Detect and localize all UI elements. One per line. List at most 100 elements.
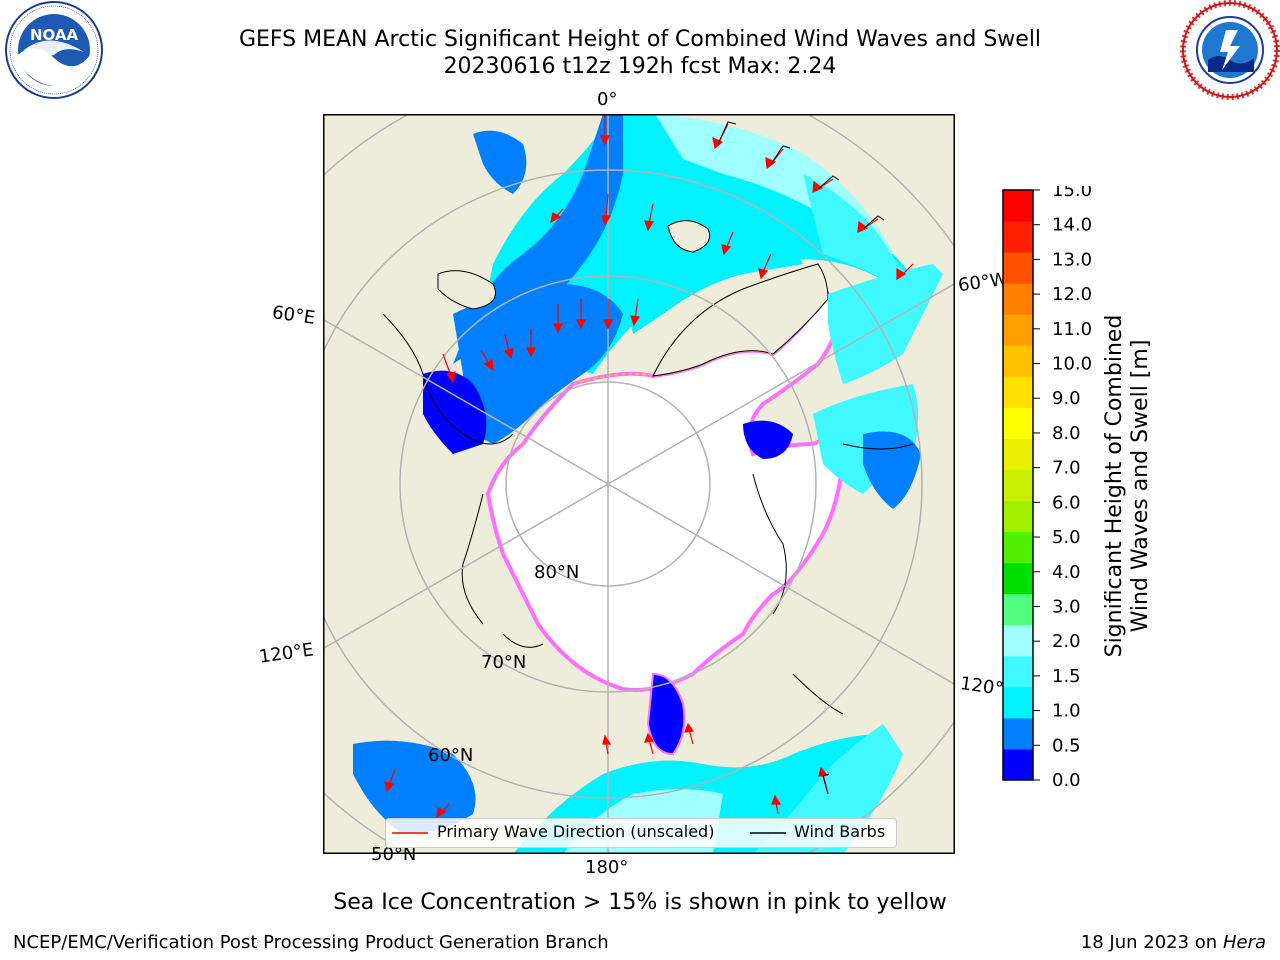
colorbar-block — [1003, 624, 1033, 657]
label-lon-180: 180° — [585, 857, 629, 878]
wave-arrow-head — [812, 180, 824, 193]
wave-arrow-head — [765, 157, 777, 170]
colorbar-block — [1003, 562, 1033, 595]
colorbar-block — [1003, 345, 1033, 377]
colorbar-tick-label: 11.0 — [1052, 319, 1092, 340]
colorbar-block — [1003, 314, 1033, 346]
colorbar-tick-label: 12.0 — [1052, 284, 1092, 305]
legend-wave-direction-label: Primary Wave Direction (unscaled) — [437, 822, 715, 841]
legend-wind-barbs-label: Wind Barbs — [794, 822, 886, 841]
wave-arrow-head — [603, 319, 613, 330]
colorbar-block — [1003, 717, 1033, 750]
wind-barb — [862, 215, 885, 230]
greenland-sea — [623, 174, 803, 334]
footer-credit: NCEP/EMC/Verification Post Processing Pr… — [13, 932, 609, 953]
label-lat-60n: 60°N — [428, 745, 474, 766]
wind-barbs-legend-line — [750, 832, 786, 834]
label-lon-120e: 120°E — [257, 639, 315, 668]
wave-arrow-head — [644, 220, 655, 232]
wave-arrow-head — [684, 722, 695, 733]
meridian-120e-60w — [323, 282, 955, 650]
wind-barb — [822, 773, 830, 795]
colorbar-block — [1003, 531, 1033, 564]
wave-arrow-head — [758, 268, 769, 280]
wave-arrow-head — [601, 215, 612, 226]
colorbar-tick-label: 1.5 — [1052, 666, 1081, 687]
colorbar-tick-label: 6.0 — [1052, 492, 1081, 513]
wave-direction-arrows — [384, 114, 914, 819]
wave-arrow-head — [550, 212, 562, 224]
baffin-bay-blue — [743, 420, 793, 459]
wave-arrow-head — [503, 348, 514, 360]
colorbar-block — [1003, 655, 1033, 688]
svalbard-land — [667, 220, 711, 253]
wave-arrow — [762, 253, 772, 273]
colorbar-tick-label: 10.0 — [1052, 354, 1092, 375]
colorbar-block — [1003, 686, 1033, 719]
coastline-eurasia — [382, 313, 544, 648]
wave-arrow-head — [576, 319, 586, 330]
wave-arrow-head — [896, 267, 907, 281]
label-lat-50n: 50°N — [371, 844, 417, 865]
wave-arrow-head — [857, 220, 869, 233]
wave-arrow — [605, 193, 609, 220]
colorbar-tick-label: 8.0 — [1052, 423, 1081, 444]
map-legend: Primary Wave Direction (unscaled) Wind B… — [385, 818, 897, 848]
wave-arrow — [648, 203, 654, 225]
wave-arrow-head — [445, 371, 456, 384]
colorbar-tick-label: 5.0 — [1052, 527, 1081, 548]
colorbar-block — [1003, 438, 1033, 470]
wave-arrow-head — [712, 136, 724, 150]
label-lat-70n: 70°N — [481, 652, 527, 673]
colorbar-label: Significant Height of Combined Wind Wave… — [1102, 315, 1154, 658]
wave-arrow — [504, 333, 510, 353]
wave-arrow-head — [771, 794, 782, 805]
graticule — [323, 114, 955, 854]
polar-map — [323, 114, 955, 854]
noaa-logo-text: NOAA — [30, 26, 79, 44]
wave-arrow — [634, 298, 639, 320]
colorbar-tick-label: 4.0 — [1052, 562, 1081, 583]
label-lat-80n: 80°N — [534, 562, 580, 583]
chart-title-line-2: 20230616 t12z 192h fcst Max: 2.24 — [443, 54, 837, 79]
colorbar-tick-label: 9.0 — [1052, 388, 1081, 409]
baltic-blue — [473, 130, 527, 194]
coastline-america — [752, 443, 914, 715]
novaya-zemlya-land — [437, 270, 496, 310]
colorbar-block — [1003, 283, 1033, 315]
colorbar: 15.0 14.0 13.0 12.0 11.0 10.0 9.0 8.0 7.0 6.0 5.0 4… — [1002, 186, 1092, 786]
label-lon-120w: 120° — [958, 673, 1005, 700]
okhotsk-sea — [353, 740, 476, 834]
colorbar-tick-label: 13.0 — [1052, 249, 1092, 270]
colorbar-block — [1003, 252, 1033, 284]
wave-arrow-head — [644, 732, 655, 743]
colorbar-block — [1003, 469, 1033, 502]
chart-title-line-1: GEFS MEAN Arctic Significant Height of C… — [238, 27, 1042, 52]
map-frame — [323, 114, 955, 854]
wind-barbs — [717, 121, 885, 795]
wind-barb — [717, 121, 737, 145]
wave-arrow-head — [721, 244, 732, 256]
colorbar-block — [1003, 407, 1033, 439]
wave-direction-legend-line — [392, 832, 428, 834]
colorbar-tick-label: 7.0 — [1052, 458, 1081, 479]
wave-arrow-head — [553, 323, 563, 334]
colorbar-tick-label: 0.5 — [1052, 735, 1081, 756]
footer-host: Hera — [1222, 932, 1266, 953]
label-lon-60e: 60°E — [270, 302, 317, 329]
wave-arrow-head — [600, 135, 610, 146]
colorbar-tick-label: 14.0 — [1052, 215, 1092, 236]
colorbar-tick-label: 1.0 — [1052, 701, 1081, 722]
wave-arrow — [442, 353, 452, 377]
sea-ice-note: Sea Ice Concentration > 15% is shown in … — [333, 890, 947, 915]
colorbar-ticks: 15.0 14.0 13.0 12.0 11.0 10.0 9.0 8.0 7.0 6.0 5.0 4… — [1033, 186, 1092, 786]
kara-sea — [423, 370, 487, 454]
noaa-logo: NOAA — [5, 1, 103, 99]
wind-barb — [770, 145, 791, 165]
colorbar-blocks — [1003, 190, 1033, 781]
wave-arrow-head — [630, 315, 641, 327]
colorbar-tick-label: 3.0 — [1052, 596, 1081, 617]
wave-arrow-head — [436, 807, 447, 819]
colorbar-tick-label: 0.0 — [1052, 770, 1081, 786]
labrador-blue — [863, 431, 921, 509]
